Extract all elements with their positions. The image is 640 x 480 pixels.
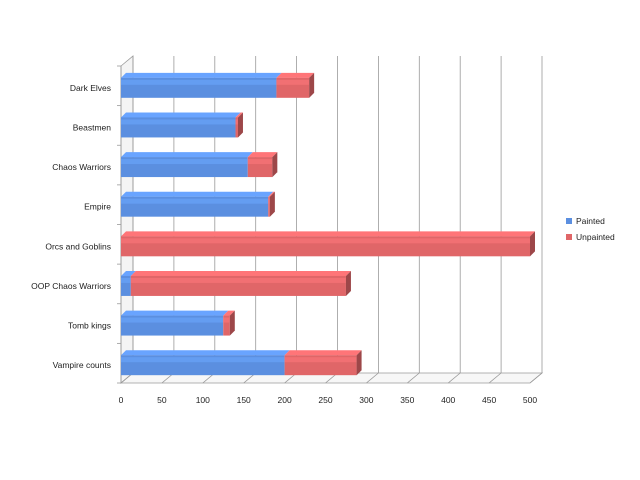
bar-highlight xyxy=(121,198,269,204)
bar-end-cap xyxy=(345,270,351,296)
legend-label: Painted xyxy=(576,216,605,226)
bar-highlight xyxy=(223,317,230,323)
y-axis-category-labels: Dark Elves Beastmen Chaos Warriors Empire Or… xyxy=(31,83,111,370)
bar-highlight xyxy=(268,198,270,204)
bar-group xyxy=(121,72,535,376)
legend-label: Unpainted xyxy=(576,232,615,242)
bar-unpainted-empire xyxy=(268,196,270,217)
category-label: Orcs and Goblins xyxy=(45,241,111,251)
bar-highlight xyxy=(247,159,273,165)
bar-end-cap xyxy=(237,112,243,138)
category-label: Chaos Warriors xyxy=(52,162,111,172)
bar-top-face xyxy=(121,72,282,78)
floor-gridline xyxy=(529,372,543,384)
category-label: OOP Chaos Warriors xyxy=(31,281,111,291)
x-tick-label: 250 xyxy=(318,395,332,405)
bar-unpainted-beastmen xyxy=(235,117,238,138)
bar-highlight xyxy=(121,159,248,165)
x-tick-label: 400 xyxy=(441,395,455,405)
legend-swatch xyxy=(566,218,572,224)
bar-end-cap xyxy=(272,152,278,178)
bar-top-face xyxy=(284,350,362,356)
floor-gridline xyxy=(407,372,420,384)
bar-highlight xyxy=(121,277,131,283)
bar-painted-oop-chaos-warriors xyxy=(121,275,131,296)
category-label: Dark Elves xyxy=(70,83,111,93)
x-axis-tick-labels: 0 50 100 150 200 250 300 350 400 450 500 xyxy=(119,395,538,405)
bar-top-face xyxy=(223,310,235,316)
bar-highlight xyxy=(121,119,236,125)
bar-top-face xyxy=(121,112,241,118)
bar-top-face xyxy=(121,152,253,158)
category-label: Vampire counts xyxy=(53,360,111,370)
bar-top-face xyxy=(121,231,535,237)
x-tick-label: 0 xyxy=(119,395,124,405)
x-tick-label: 300 xyxy=(359,395,373,405)
x-tick-label: 50 xyxy=(157,395,167,405)
floor-gridline xyxy=(447,372,461,384)
x-tick-label: 500 xyxy=(523,395,537,405)
bar-highlight xyxy=(121,357,285,363)
bar-top-face xyxy=(247,152,278,158)
bar-end-cap xyxy=(356,350,362,376)
x-tick-label: 100 xyxy=(196,395,210,405)
bar-top-face xyxy=(130,270,351,276)
bar-highlight xyxy=(130,277,346,283)
x-tick-label: 450 xyxy=(482,395,496,405)
bar-top-face xyxy=(121,191,274,197)
bar-top-face xyxy=(276,72,315,78)
bar-top-face xyxy=(235,112,243,118)
bar-highlight xyxy=(276,79,310,85)
bar-highlight xyxy=(121,317,224,323)
bar-top-face xyxy=(121,270,136,276)
floor-gridline xyxy=(366,372,379,384)
legend-swatch xyxy=(566,234,572,240)
x-tick-label: 350 xyxy=(400,395,414,405)
bar-highlight xyxy=(121,238,530,244)
bar-top-face xyxy=(121,310,229,316)
bar-end-cap xyxy=(530,231,535,257)
bar-top-face xyxy=(268,191,275,197)
bar-end-cap xyxy=(269,191,275,217)
category-label: Beastmen xyxy=(73,122,112,132)
bar-unpainted-tomb-kings xyxy=(223,315,230,336)
bar-end-cap xyxy=(309,72,315,98)
legend: Painted Unpainted xyxy=(566,216,615,242)
bar-top-face xyxy=(121,350,290,356)
x-tick-label: 150 xyxy=(237,395,251,405)
bar-highlight xyxy=(121,79,277,85)
bar-end-cap xyxy=(229,310,235,336)
bar-highlight xyxy=(284,357,357,363)
bar-highlight xyxy=(235,119,238,125)
x-tick-label: 200 xyxy=(278,395,292,405)
floor-gridline xyxy=(488,372,502,384)
category-label: Empire xyxy=(84,202,111,212)
category-label: Tomb kings xyxy=(68,321,111,331)
